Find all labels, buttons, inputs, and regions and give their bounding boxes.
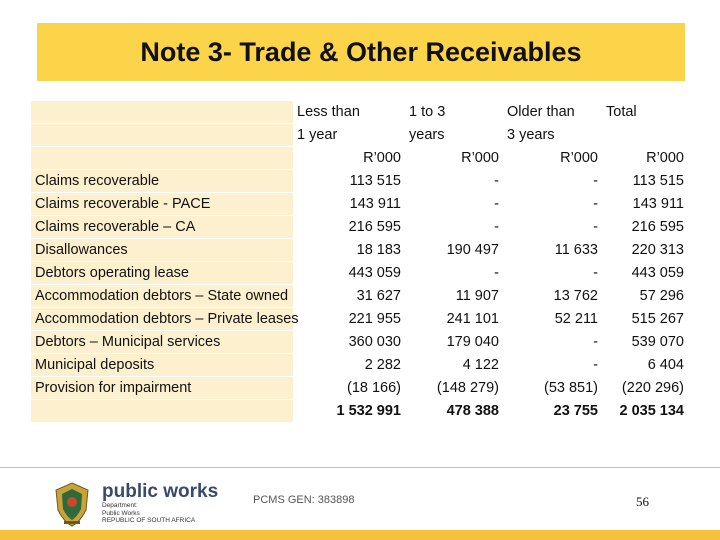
header-row-2: 1 year years 3 years xyxy=(31,123,688,147)
total-older-than-3-years: 23 755 xyxy=(553,402,598,419)
header-row-1: Less than 1 to 3 Older than Total xyxy=(31,101,688,124)
cell-1-to-3-years: - xyxy=(494,172,499,189)
unit-label: R’000 xyxy=(363,149,401,166)
slide-title: Note 3- Trade & Other Receivables xyxy=(140,36,582,67)
cell-older-than-3-years: (53 851) xyxy=(543,379,598,396)
cell-total: 220 313 xyxy=(631,241,684,258)
footer-divider xyxy=(0,467,720,468)
cell-total: 443 059 xyxy=(631,264,684,281)
cell-1-to-3-years: - xyxy=(494,195,499,212)
unit-label: R’000 xyxy=(461,149,499,166)
cell-total: 113 515 xyxy=(632,172,684,189)
cell-older-than-3-years: 13 762 xyxy=(553,287,598,304)
receivables-table: Less than 1 to 3 Older than Total 1 year… xyxy=(31,101,688,423)
header-label-cell xyxy=(31,123,293,147)
total-less-than-1-year: 1 532 991 xyxy=(336,402,401,419)
cell-total: 57 296 xyxy=(639,287,684,304)
cell-total: 539 070 xyxy=(631,333,684,350)
coat-of-arms-icon xyxy=(55,482,89,527)
cell-1-to-3-years: 4 122 xyxy=(462,356,499,373)
col-header-total: Total xyxy=(606,104,637,120)
col-subheader: 3 years xyxy=(507,126,555,143)
row-label: Claims recoverable - PACE xyxy=(31,192,293,216)
cell-older-than-3-years: 52 211 xyxy=(554,310,598,327)
cell-1-to-3-years: (148 279) xyxy=(436,379,499,396)
cell-less-than-1-year: 18 183 xyxy=(356,241,401,258)
logo-sub-text: Department: xyxy=(102,502,138,509)
table-row: Claims recoverable - PACE 143 911 - - 14… xyxy=(31,192,688,216)
cell-total: 143 911 xyxy=(632,195,684,212)
cell-less-than-1-year: 113 515 xyxy=(349,172,401,189)
col-header-older-than-3-years: Older than xyxy=(507,104,575,120)
page-number: 56 xyxy=(636,494,649,509)
col-subheader: 1 year xyxy=(297,126,338,143)
reference-number: PCMS GEN: 383898 xyxy=(253,494,355,506)
grand-total: 2 035 134 xyxy=(619,402,684,419)
col-subheader xyxy=(602,124,688,147)
unit-label: R’000 xyxy=(646,149,684,166)
cell-total: 216 595 xyxy=(631,218,684,235)
cell-older-than-3-years: - xyxy=(593,333,598,350)
totals-label xyxy=(31,399,293,423)
cell-less-than-1-year: 360 030 xyxy=(348,333,401,350)
cell-total: 515 267 xyxy=(631,310,684,327)
table-row: Claims recoverable 113 515 - - 113 515 xyxy=(31,169,688,193)
cell-less-than-1-year: 221 955 xyxy=(348,310,401,327)
cell-older-than-3-years: 11 633 xyxy=(554,241,598,258)
cell-older-than-3-years: - xyxy=(593,172,598,189)
logo-sub-text: REPUBLIC OF SOUTH AFRICA xyxy=(102,517,196,524)
header-label-cell xyxy=(31,146,293,170)
cell-1-to-3-years: 11 907 xyxy=(455,287,499,304)
cell-older-than-3-years: - xyxy=(593,218,598,235)
row-label: Claims recoverable – CA xyxy=(31,215,293,239)
row-label: Accommodation debtors – Private leases xyxy=(31,307,299,331)
cell-1-to-3-years: 241 101 xyxy=(446,310,499,327)
logo-sub-text: Public Works xyxy=(102,509,140,517)
row-label: Disallowances xyxy=(31,238,293,262)
col-subheader: years xyxy=(409,126,445,143)
cell-total: (220 296) xyxy=(621,379,684,396)
public-works-logo: public works Department: Public Works RE… xyxy=(50,478,250,530)
cell-1-to-3-years: 179 040 xyxy=(446,333,499,350)
table-row: Claims recoverable – CA 216 595 - - 216 … xyxy=(31,215,688,239)
row-label: Accommodation debtors – State owned xyxy=(31,284,293,308)
total-1-to-3-years: 478 388 xyxy=(446,402,499,419)
col-header-1-to-3-years: 1 to 3 xyxy=(409,104,446,120)
table-row: Accommodation debtors – State owned 31 6… xyxy=(31,284,688,308)
cell-total: 6 404 xyxy=(647,356,684,373)
totals-row: 1 532 991 478 388 23 755 2 035 134 xyxy=(31,399,688,423)
row-label: Claims recoverable xyxy=(31,169,293,193)
cell-older-than-3-years: - xyxy=(593,356,598,373)
cell-1-to-3-years: 190 497 xyxy=(446,241,499,258)
cell-less-than-1-year: (18 166) xyxy=(346,379,401,396)
title-banner: Note 3- Trade & Other Receivables xyxy=(37,23,685,81)
cell-older-than-3-years: - xyxy=(593,195,598,212)
cell-less-than-1-year: 443 059 xyxy=(348,264,401,281)
table-row: Debtors – Municipal services 360 030 179… xyxy=(31,330,688,354)
table-row: Municipal deposits 2 282 4 122 - 6 404 xyxy=(31,353,688,377)
logo-main-text: public works xyxy=(102,481,219,502)
row-label: Debtors – Municipal services xyxy=(31,330,293,354)
header-label-cell xyxy=(31,101,293,124)
cell-less-than-1-year: 31 627 xyxy=(356,287,401,304)
table-row: Debtors operating lease 443 059 - - 443 … xyxy=(31,261,688,285)
logo-text-block: public works Department: Public Works RE… xyxy=(102,482,218,525)
col-header-less-than-1-year: Less than xyxy=(297,104,360,120)
row-label: Municipal deposits xyxy=(31,353,293,377)
cell-less-than-1-year: 143 911 xyxy=(349,195,401,212)
unit-label: R’000 xyxy=(560,149,598,166)
footer-accent-bar xyxy=(0,530,720,540)
table-row: Accommodation debtors – Private leases 2… xyxy=(31,307,688,331)
unit-row: R’000 R’000 R’000 R’000 xyxy=(31,146,688,170)
row-label: Debtors operating lease xyxy=(31,261,293,285)
cell-older-than-3-years: - xyxy=(593,264,598,281)
cell-1-to-3-years: - xyxy=(494,218,499,235)
cell-1-to-3-years: - xyxy=(494,264,499,281)
table-row: Disallowances 18 183 190 497 11 633 220 … xyxy=(31,238,688,262)
cell-less-than-1-year: 216 595 xyxy=(348,218,401,235)
cell-less-than-1-year: 2 282 xyxy=(364,356,401,373)
row-label: Provision for impairment xyxy=(31,376,293,400)
table-row: Provision for impairment (18 166) (148 2… xyxy=(31,376,688,400)
